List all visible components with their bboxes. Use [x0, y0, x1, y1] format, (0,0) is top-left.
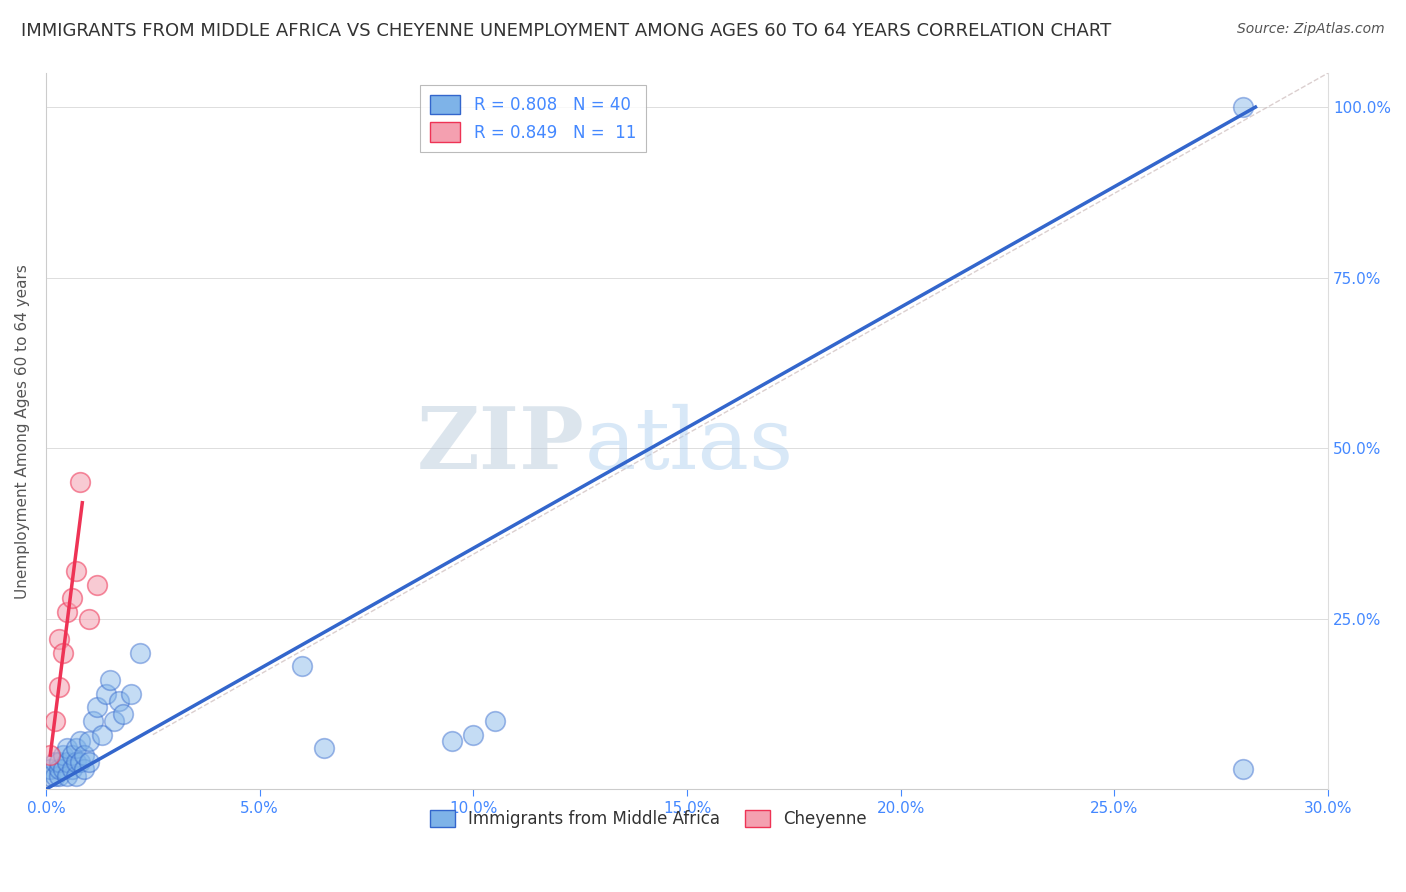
Point	[69, 755, 91, 769]
Point	[39, 748, 62, 763]
Point	[73, 748, 96, 763]
Y-axis label: Unemployment Among Ages 60 to 64 years: Unemployment Among Ages 60 to 64 years	[15, 264, 30, 599]
Point	[291, 659, 314, 673]
Point	[463, 728, 485, 742]
Point	[86, 700, 108, 714]
Text: ZIP: ZIP	[416, 403, 585, 487]
Text: Source: ZipAtlas.com: Source: ZipAtlas.com	[1237, 22, 1385, 37]
Point	[56, 755, 79, 769]
Point	[1232, 100, 1254, 114]
Point	[312, 741, 335, 756]
Point	[65, 741, 87, 756]
Point	[82, 714, 104, 728]
Point	[44, 768, 66, 782]
Point	[44, 714, 66, 728]
Text: IMMIGRANTS FROM MIDDLE AFRICA VS CHEYENNE UNEMPLOYMENT AMONG AGES 60 TO 64 YEARS: IMMIGRANTS FROM MIDDLE AFRICA VS CHEYENN…	[21, 22, 1111, 40]
Point	[52, 646, 75, 660]
Point	[111, 707, 134, 722]
Point	[52, 762, 75, 776]
Point	[98, 673, 121, 687]
Text: atlas: atlas	[585, 404, 793, 487]
Point	[48, 762, 70, 776]
Point	[39, 762, 62, 776]
Point	[120, 687, 142, 701]
Point	[440, 734, 463, 748]
Point	[103, 714, 125, 728]
Point	[73, 762, 96, 776]
Point	[65, 768, 87, 782]
Point	[69, 475, 91, 490]
Point	[69, 734, 91, 748]
Point	[48, 632, 70, 647]
Point	[52, 748, 75, 763]
Point	[86, 577, 108, 591]
Point	[44, 755, 66, 769]
Point	[56, 605, 79, 619]
Point	[129, 646, 152, 660]
Point	[48, 768, 70, 782]
Point	[60, 591, 83, 606]
Point	[77, 612, 100, 626]
Legend: Immigrants from Middle Africa, Cheyenne: Immigrants from Middle Africa, Cheyenne	[423, 803, 875, 835]
Point	[77, 734, 100, 748]
Point	[484, 714, 506, 728]
Point	[48, 755, 70, 769]
Point	[60, 748, 83, 763]
Point	[65, 755, 87, 769]
Point	[65, 564, 87, 578]
Point	[90, 728, 112, 742]
Point	[1232, 762, 1254, 776]
Point	[77, 755, 100, 769]
Point	[60, 762, 83, 776]
Point	[94, 687, 117, 701]
Point	[56, 768, 79, 782]
Point	[56, 741, 79, 756]
Point	[39, 768, 62, 782]
Point	[107, 693, 129, 707]
Point	[48, 680, 70, 694]
